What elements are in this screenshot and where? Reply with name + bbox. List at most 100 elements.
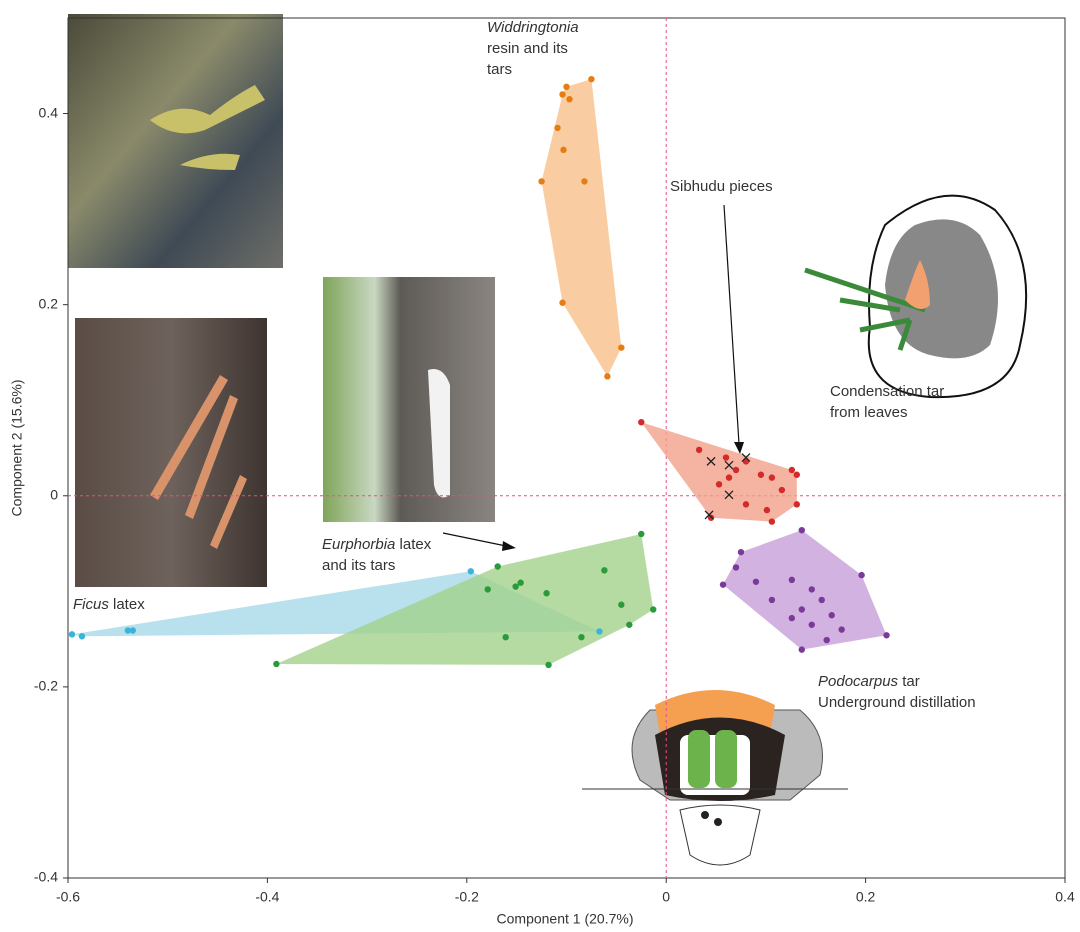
point [695, 446, 703, 454]
point [502, 634, 509, 641]
arrow-head [734, 442, 744, 454]
annotation-part: Ficus [73, 596, 109, 613]
point [484, 586, 491, 593]
leaf-bundle [715, 730, 737, 788]
point [742, 501, 750, 508]
point [798, 646, 805, 653]
point [768, 474, 776, 481]
flame [905, 260, 930, 309]
point [823, 636, 830, 644]
annotation-part: tar [898, 673, 920, 690]
illustrations [582, 194, 1028, 866]
point [719, 581, 727, 588]
vessel-outline [867, 194, 1028, 399]
point [512, 583, 519, 590]
euphorbia-photo [323, 277, 495, 522]
group-hull [541, 79, 622, 377]
annotation-part: Eurphorbia [322, 536, 395, 553]
point [78, 633, 86, 640]
point [715, 481, 723, 488]
point [559, 299, 566, 306]
group-hull [276, 534, 654, 665]
point [618, 601, 625, 608]
point [793, 471, 801, 478]
annotation-part: resin and its [487, 40, 568, 57]
annotation: Condensation tar [830, 383, 944, 400]
point [838, 626, 845, 633]
point [578, 634, 585, 641]
point [752, 578, 760, 585]
point [129, 627, 137, 634]
point [858, 571, 865, 579]
point [560, 146, 567, 154]
point [566, 96, 573, 103]
annotation: resin and its [487, 40, 568, 57]
point [778, 486, 786, 494]
y-tick-label: 0 [50, 486, 58, 502]
ficus-photo [75, 318, 267, 587]
resin-photo [68, 14, 283, 268]
leaf-bundle [688, 730, 710, 788]
point [722, 454, 730, 461]
point [559, 91, 566, 98]
annotation-part: tars [487, 61, 512, 78]
annotation: from leaves [830, 404, 908, 421]
point [788, 466, 796, 474]
plot-frame [67, 17, 1066, 879]
x-tick-label: -0.4 [255, 889, 279, 905]
point [788, 576, 796, 584]
point [68, 631, 76, 638]
x-axis-label: Component 1 (20.7%) [497, 911, 634, 927]
point [788, 614, 796, 622]
annotation: tars [487, 61, 512, 78]
point [467, 568, 474, 575]
leaves [804, 267, 926, 351]
annotation: Widdringtonia [487, 19, 579, 36]
arrow [442, 532, 507, 547]
point [581, 178, 588, 185]
point [543, 590, 550, 597]
annotation-part: Underground distillation [818, 694, 976, 711]
vessel-fill [885, 219, 998, 359]
point [768, 596, 776, 604]
point [273, 660, 280, 668]
annotation-part: latex [395, 536, 431, 553]
point [808, 621, 815, 628]
shell [679, 804, 761, 866]
arrow [723, 204, 740, 445]
annotation-part: latex [109, 596, 145, 613]
point [545, 661, 552, 669]
annotation-part: and its tars [322, 557, 395, 574]
point [828, 612, 835, 619]
point [638, 419, 645, 426]
photos [68, 14, 495, 587]
y-tick-label: 0.4 [39, 104, 59, 120]
point [554, 124, 561, 132]
point [757, 471, 765, 478]
point [596, 628, 603, 635]
point [538, 178, 545, 185]
cross-point [704, 510, 714, 520]
y-axis-label: Component 2 (15.6%) [9, 380, 25, 517]
annotation: and its tars [322, 557, 395, 574]
x-tick-label: 0 [662, 889, 670, 905]
point [768, 518, 776, 525]
drop [714, 818, 722, 826]
group-hull [641, 422, 797, 522]
annotation: Eurphorbia latex [322, 536, 432, 553]
point [725, 474, 733, 481]
point [808, 586, 815, 593]
arrow-head [502, 541, 516, 551]
cross-point [706, 456, 716, 466]
point [732, 466, 740, 474]
point [798, 606, 805, 613]
cross-point [741, 453, 751, 463]
arrows [442, 204, 744, 551]
annotation-part: Condensation tar [830, 383, 944, 400]
point [883, 632, 890, 639]
x-tick-label: 0.2 [856, 889, 876, 905]
annotation-part: Widdringtonia [487, 19, 579, 36]
y-tick-label: 0.2 [39, 295, 59, 311]
point [737, 548, 745, 556]
